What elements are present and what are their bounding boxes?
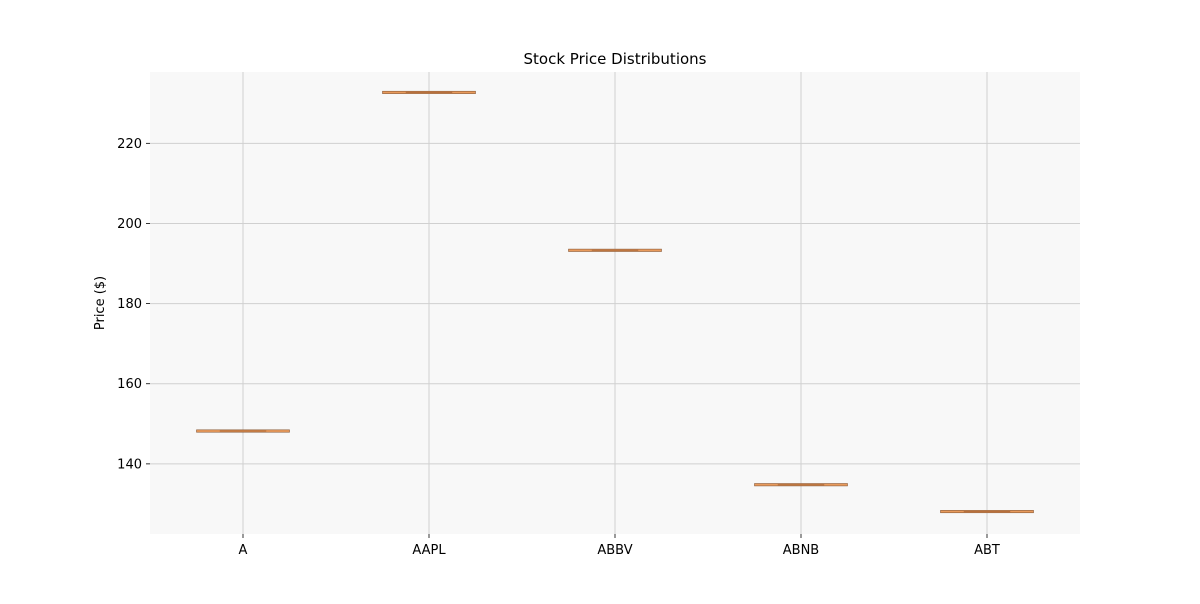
x-tick-label: ABT — [974, 543, 1000, 558]
chart-title: Stock Price Distributions — [524, 50, 707, 68]
x-tick-label: AAPL — [412, 543, 446, 558]
x-tick-label: ABNB — [783, 543, 819, 558]
y-tick-label: 140 — [117, 457, 142, 472]
y-tick-label: 180 — [117, 297, 142, 312]
axes: 140 160 180 200 220 A AAPL ABBV ABNB ABT — [117, 137, 1000, 558]
y-axis-label: Price ($) — [93, 276, 108, 330]
y-tick-label: 200 — [117, 217, 142, 232]
y-tick-label: 160 — [117, 377, 142, 392]
boxes — [196, 90, 1034, 514]
x-tick-label: ABBV — [597, 543, 632, 558]
y-tick-label: 220 — [117, 137, 142, 152]
x-tick-label: A — [239, 543, 248, 558]
grid-lines — [150, 72, 1080, 534]
